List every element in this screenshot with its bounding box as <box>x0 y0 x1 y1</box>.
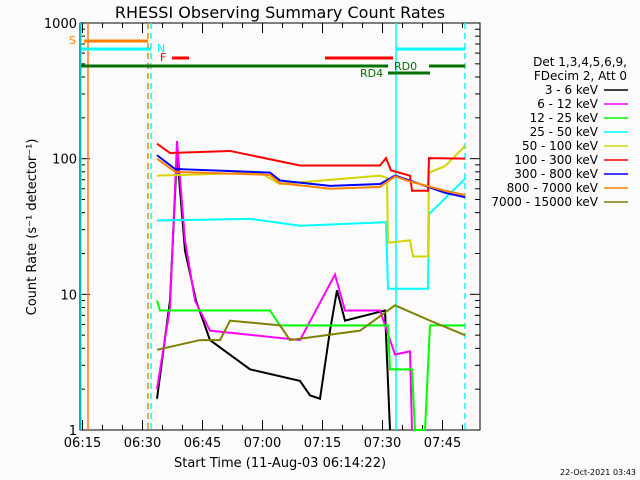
vertical-markers <box>80 23 466 430</box>
x-tick-label: 06:30 <box>124 436 161 451</box>
x-tick-label: 06:45 <box>184 436 221 451</box>
flag-label-n: N <box>157 42 165 55</box>
x-tick-label: 07:00 <box>244 436 281 451</box>
x-tick-label: 07:15 <box>304 436 341 451</box>
legend-label: 50 - 100 keV <box>522 139 599 153</box>
series-line <box>156 145 466 258</box>
chart-title: RHESSI Observing Summary Count Rates <box>115 3 445 22</box>
y-axis-label: Count Rate (s⁻¹ detector⁻¹) <box>25 139 40 316</box>
x-tick-label: 07:45 <box>424 436 461 451</box>
y-tick-label: 1 <box>69 424 77 439</box>
legend-label: 3 - 6 keV <box>545 83 599 97</box>
legend: Det 1,3,4,5,6,9, FDecim 2, Att 0 3 - 6 k… <box>491 55 628 209</box>
series-line <box>156 140 413 431</box>
legend-label: 7000 - 15000 keV <box>491 195 598 209</box>
y-tick-label: 100 <box>52 153 77 168</box>
legend-label: 6 - 12 keV <box>537 97 599 111</box>
legend-label: 12 - 25 keV <box>530 111 599 125</box>
series-line <box>156 152 391 431</box>
y-tick-label: 10 <box>60 288 77 303</box>
x-tick-label: 06:15 <box>64 436 101 451</box>
legend-label: 100 - 300 keV <box>514 153 598 167</box>
flag-bars: S NF RD0 RD4 <box>69 34 465 80</box>
x-tick-label: 07:30 <box>364 436 401 451</box>
plot-frame <box>79 22 481 431</box>
series-lines <box>156 140 466 431</box>
x-axis-label: Start Time (11-Aug-03 06:14:22) <box>174 456 386 471</box>
series-line <box>156 300 465 431</box>
flag-label-s: S <box>69 34 76 47</box>
legend-label: 800 - 7000 keV <box>507 181 599 195</box>
series-line <box>156 157 466 196</box>
flag-label-rd4: RD4 <box>360 67 383 80</box>
legend-label: 25 - 50 keV <box>530 125 599 139</box>
series-line <box>156 304 466 351</box>
y-tick-label: 1000 <box>44 17 77 32</box>
series-line <box>156 178 466 290</box>
footer-timestamp: 22-Oct-2021 03:43 <box>560 468 636 477</box>
legend-header-1: Det 1,3,4,5,6,9, <box>533 55 627 69</box>
flag-label-f: F <box>160 51 166 64</box>
flag-label-rd0: RD0 <box>394 60 417 73</box>
axes: 1 10 100 1000 06:15 06:30 06:45 07:00 07:15 07:30… <box>44 17 481 451</box>
legend-label: 300 - 800 keV <box>514 167 598 181</box>
legend-header-2: FDecim 2, Att 0 <box>534 69 627 83</box>
